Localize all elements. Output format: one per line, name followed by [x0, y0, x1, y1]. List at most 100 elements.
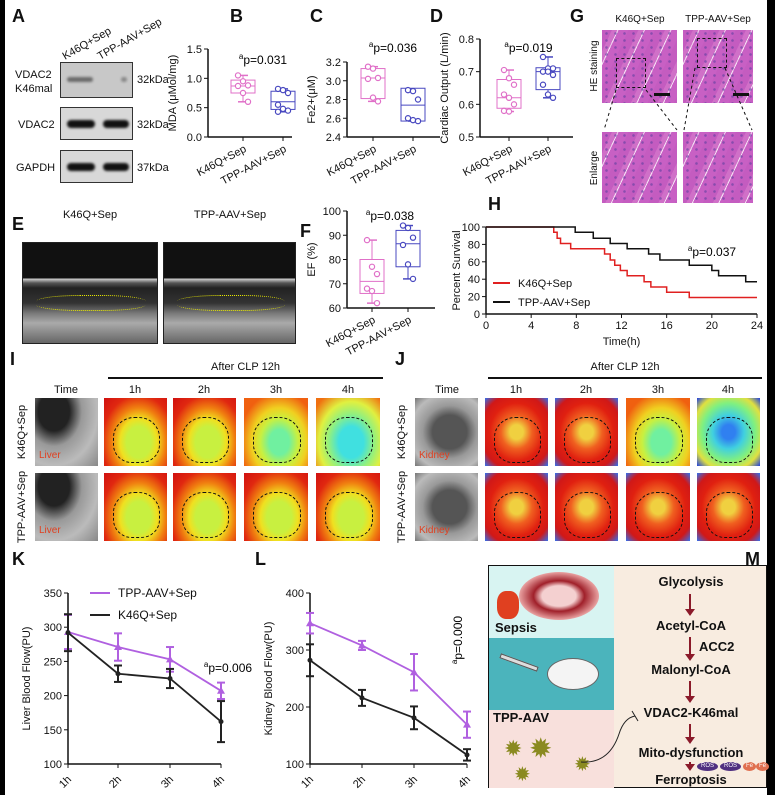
blot-vdac2 [60, 107, 133, 140]
histology-row-label: HE staining [589, 40, 600, 91]
y-tick-label: 300 [44, 622, 62, 634]
blot-row-label: VDAC2 [18, 119, 55, 131]
data-point [363, 285, 371, 292]
y-tick-label: 20 [468, 292, 480, 304]
liver-perfusion-k46q-4h [316, 398, 380, 466]
data-point [239, 78, 247, 85]
data-point [234, 72, 242, 79]
data-point [114, 643, 122, 651]
y-tick-label: 2.6 [326, 113, 341, 125]
kidney-perfusion-k46q-3h [626, 398, 690, 466]
p-superscript: a [366, 208, 371, 217]
p-superscript: a [369, 40, 374, 49]
data-point [217, 686, 225, 694]
y-tick-label: 1.0 [187, 73, 202, 85]
inhibition-arrow [580, 710, 639, 763]
vessel-illustration [497, 591, 519, 619]
blot-vdac2-k46mal [60, 62, 133, 98]
panel-label-c: C [310, 6, 323, 26]
echo-title: K46Q+Sep [63, 209, 117, 221]
p-value: p=0.006 [208, 661, 252, 675]
kidney-perfusion-tpp-2h [555, 473, 618, 541]
blot-kda-label: 37kDa [137, 162, 170, 174]
y-tick-label: 150 [44, 725, 62, 737]
data-point [368, 263, 376, 270]
data-point [279, 86, 287, 94]
y-tick-label: 0.7 [459, 67, 474, 79]
data-point [374, 98, 382, 105]
p-value: p=0.038 [370, 209, 414, 223]
liver-perfusion-k46q-2h [173, 398, 236, 466]
y-tick-label: 250 [44, 656, 62, 668]
data-point [115, 671, 121, 677]
data-point [274, 108, 282, 115]
data-point [510, 81, 518, 88]
p-superscript: a [504, 40, 509, 49]
he-image-k46q [602, 30, 677, 103]
pathway-glycolysis: Glycolysis [658, 574, 724, 589]
kidney-perfusion-tpp-1h [485, 473, 548, 541]
y-tick-label: 0.0 [187, 132, 202, 144]
legend-label: TPP-AAV+Sep [518, 297, 590, 309]
y-tick-label: 3.0 [326, 76, 341, 88]
kidney-time-4h: 4h [722, 384, 734, 396]
liver-after-clp-header: After CLP 12h [211, 361, 280, 373]
data-point [363, 236, 371, 244]
panel-label-l: L [255, 549, 266, 569]
panel-label-i: I [10, 349, 15, 369]
x-tick-label: 1h [57, 774, 74, 791]
tpp-aav-region: TPP-AAV ✹ ✹ ✹ ✹ [489, 710, 614, 788]
y-axis-label: MDA (μMol/mg) [167, 55, 179, 132]
data-point [409, 275, 417, 283]
x-tick-label: 20 [706, 320, 718, 332]
panel-label-m: M [745, 549, 760, 569]
arrow-down-icon [685, 762, 695, 771]
legend-label: K46Q+Sep [118, 608, 177, 622]
data-point [500, 66, 508, 74]
y-tick-label: 0 [474, 309, 480, 321]
data-point [409, 87, 417, 95]
legend-label: K46Q+Sep [518, 278, 572, 290]
arrow-down-icon [685, 681, 695, 703]
y-tick-label: 200 [286, 702, 304, 714]
mouse-injection-region [489, 638, 614, 710]
y-axis-label: Percent Survival [451, 230, 463, 310]
arrow-down-icon [685, 594, 695, 616]
data-point [414, 96, 422, 103]
histology-row-label: Enlarge [589, 150, 600, 185]
data-point [369, 65, 377, 72]
liver-time-4h: 4h [342, 384, 354, 396]
blot-row-label: GAPDH [16, 162, 55, 174]
kidney-perfusion-k46q-4h [697, 398, 760, 466]
data-point [464, 752, 470, 758]
y-tick-label: 400 [286, 588, 304, 600]
virus-icon: ✹ [574, 754, 591, 776]
data-point [399, 241, 407, 249]
survival-curve-k46q [486, 226, 757, 299]
data-point [409, 234, 417, 241]
p-superscript: a [239, 52, 244, 61]
pathway-acetyl-coa: Acetyl-CoA [655, 618, 727, 633]
he-enlarge-tpp-aav [683, 132, 753, 203]
data-point [414, 117, 422, 125]
kidney-row-label: K46Q+Sep [396, 405, 408, 459]
ros-badge: ROS [697, 762, 719, 771]
data-point [244, 82, 252, 89]
data-point [399, 222, 407, 229]
liver-perfusion-tpp-2h [173, 473, 236, 541]
fe-badge: Fe [756, 762, 770, 771]
kidney-time-1h: 1h [510, 384, 522, 396]
data-point [549, 71, 557, 79]
heart-illustration [519, 572, 599, 620]
kidney-photo-tpp [415, 473, 478, 541]
panel-label-b: B [230, 6, 243, 26]
sepsis-heart-region: Sepsis [489, 566, 614, 638]
kidney-perfusion-tpp-4h [697, 473, 760, 541]
y-axis-label: Fe2+(μM) [306, 75, 318, 123]
data-point [463, 720, 471, 728]
liver-perfusion-tpp-1h [104, 473, 167, 541]
data-point [306, 619, 314, 627]
data-point [274, 101, 282, 108]
liver-row-label: TPP-AAV+Sep [16, 471, 28, 543]
data-point [234, 82, 242, 90]
